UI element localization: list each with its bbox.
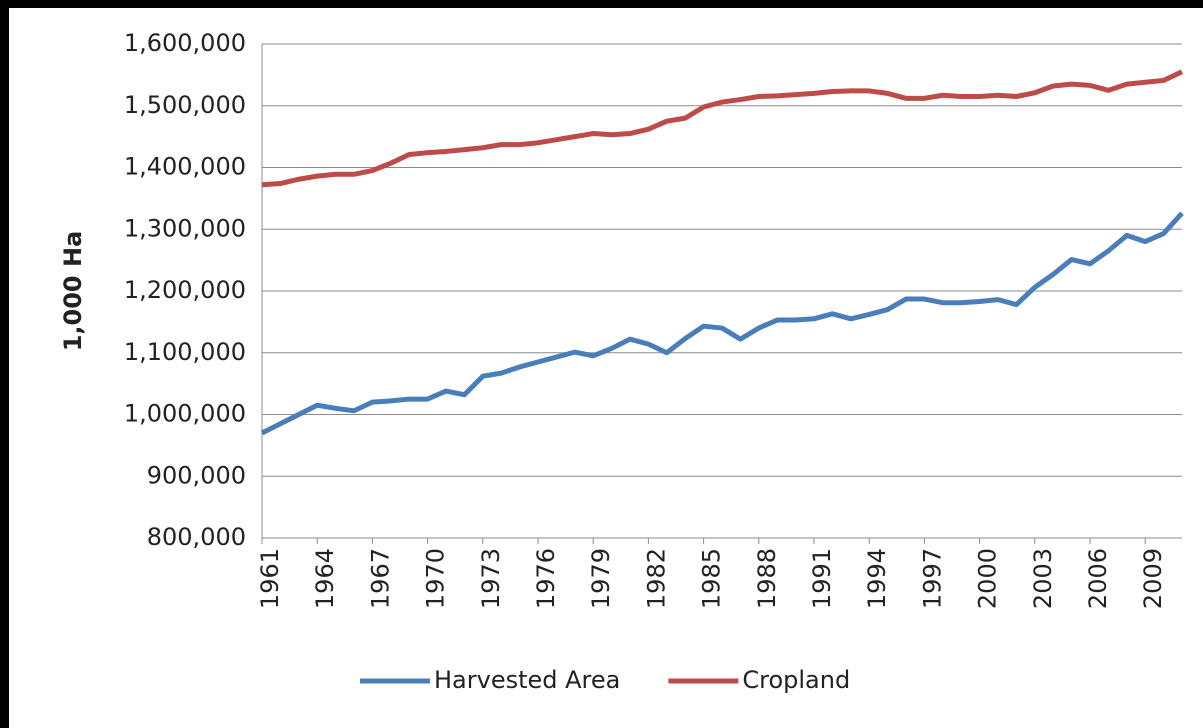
x-tick-label: 1976 [532,548,560,609]
chart-area [9,8,1203,728]
series-line [261,69,1184,188]
x-tick-label: 1961 [256,548,284,609]
y-tick-label: 1,400,000 [124,153,246,181]
legend-label: Harvested Area [434,666,620,694]
y-tick-label: 900,000 [147,461,246,489]
x-tick-label: 1964 [311,548,339,609]
y-tick-label: 1,500,000 [124,91,246,119]
x-tick-label: 1985 [698,548,726,609]
y-tick-label: 1,300,000 [124,214,246,242]
x-tick-label: 1982 [642,548,670,609]
y-tick-label: 1,000,000 [124,400,246,428]
x-tick-label: 2009 [1139,548,1167,609]
x-tick-label: 1991 [808,548,836,609]
legend-label: Cropland [742,666,850,694]
x-tick-label: 2006 [1084,548,1112,609]
y-axis-title: 1,000 Ha [59,231,87,352]
x-tick-label: 1979 [587,548,615,609]
x-tick-label: 1967 [366,548,394,609]
x-tick-label: 1988 [753,548,781,609]
x-tick-label: 2003 [1029,548,1057,609]
x-tick-label: 1970 [422,548,450,609]
x-tick-label: 1994 [863,548,891,609]
x-tick-label: 1997 [918,548,946,609]
y-tick-label: 1,600,000 [124,29,246,57]
y-tick-label: 1,100,000 [124,338,246,366]
x-tick-label: 2000 [974,548,1002,609]
x-tick-label: 1973 [477,548,505,609]
y-tick-label: 800,000 [147,523,246,551]
series-line [260,211,1184,436]
y-tick-label: 1,200,000 [124,276,246,304]
